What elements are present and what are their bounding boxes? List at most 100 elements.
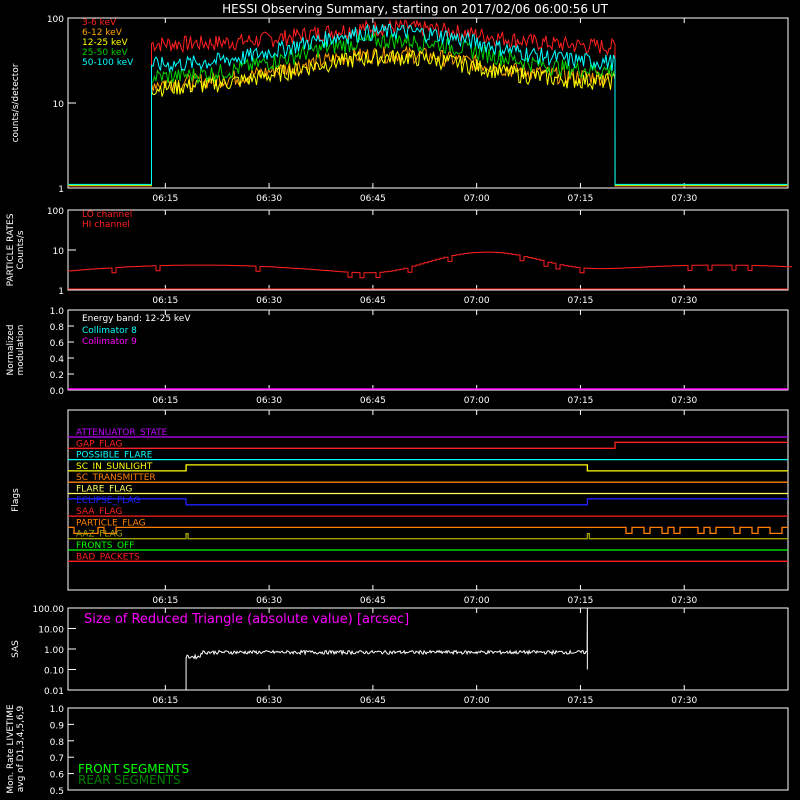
sas-series: [185, 607, 588, 690]
flag-label: FLARE_FLAG: [76, 485, 132, 495]
flag-label: SAA_FLAG: [76, 507, 122, 517]
modulation-x-tick-label: 07:30: [671, 396, 697, 406]
sas-x-tick-label: 06:45: [360, 696, 386, 706]
flag-trace: [68, 533, 788, 540]
modulation-y-tick-label: 0.8: [50, 323, 65, 333]
flag-trace: [68, 464, 788, 472]
particle-rates-x-tick-label: 06:45: [360, 296, 386, 306]
modulation-y-tick-label: 0.6: [50, 339, 65, 349]
flag-trace: [68, 526, 788, 535]
modulation-legend-entry: Collimator 9: [82, 337, 137, 347]
sas-y-tick-label: 1.00: [44, 646, 64, 656]
livetime-y-tick-label: 0.5: [50, 787, 64, 797]
modulation-x-tick-label: 06:45: [360, 396, 386, 406]
count-rate-series: [68, 31, 788, 186]
particle-rates-x-tick-label: 07:30: [671, 296, 697, 306]
count-rate-legend-entry: 6-12 keV: [82, 28, 123, 38]
particle-rates-x-tick-label: 06:30: [256, 296, 282, 306]
count-rates-x-tick-label: 07:30: [671, 194, 697, 204]
count-rates-y-axis-label: counts/s/detector: [11, 63, 21, 142]
flag-label: GAP_FLAG: [76, 439, 122, 449]
count-rate-legend-entry: 12-25 keV: [82, 38, 128, 48]
particle-rates-y-tick-label: 1: [58, 287, 64, 297]
livetime-y-tick-label: 0.9: [50, 721, 65, 731]
sas-x-tick-label: 07:15: [567, 696, 593, 706]
modulation-x-tick-label: 07:15: [567, 396, 593, 406]
modulation-y-tick-label: 0.4: [50, 355, 65, 365]
count-rates-y-tick-label: 100: [47, 15, 64, 25]
modulation-y-tick-label: 0.0: [50, 387, 65, 397]
count-rates-x-tick-label: 06:15: [152, 194, 178, 204]
particle-rates-y-axis-label: Counts/s: [16, 230, 26, 269]
flag-label: ATTENUATOR_STATE: [76, 428, 168, 438]
livetime-y-tick-label: 0.7: [50, 754, 64, 764]
sas-y-tick-label: 0.01: [44, 687, 64, 697]
flags-x-tick-label: 06:15: [152, 596, 178, 606]
count-rates-y-tick-label: 10: [53, 100, 65, 110]
flag-label: AAZ_FLAG: [76, 530, 123, 540]
modulation-legend-entry: Collimator 8: [82, 326, 137, 336]
flag-label: SC_IN_SUNLIGHT: [76, 462, 153, 472]
flag-trace: [68, 441, 788, 449]
modulation-y-axis-label: Normalized: [6, 324, 16, 375]
sas-y-axis-label: SAS: [11, 640, 21, 658]
livetime-y-axis-label: avg of D1,3,4,5,6,9: [16, 705, 26, 792]
sas-x-tick-label: 07:30: [671, 696, 697, 706]
particle-rates-x-tick-label: 07:15: [567, 296, 593, 306]
flag-trace: [68, 498, 788, 506]
particle-lo-series: [68, 251, 792, 279]
particle-rates-y-axis-label: PARTICLE RATES: [6, 213, 16, 286]
flags-x-tick-label: 06:45: [360, 596, 386, 606]
count-rate-series: [68, 49, 788, 186]
sas-x-tick-label: 06:15: [152, 696, 178, 706]
particle-rates-y-tick-label: 100: [47, 207, 64, 217]
particle-rates-y-tick-label: 10: [53, 247, 65, 257]
sas-x-tick-label: 07:00: [464, 696, 490, 706]
flags-x-tick-label: 06:30: [256, 596, 282, 606]
flag-label: FRONTS_OFF: [76, 541, 134, 551]
count-rate-legend-entry: 3-6 keV: [82, 18, 117, 28]
count-rates-x-tick-label: 06:30: [256, 194, 282, 204]
flags-x-tick-label: 07:30: [671, 596, 697, 606]
modulation-y-tick-label: 1.0: [50, 307, 65, 317]
particle-rates-x-tick-label: 07:00: [464, 296, 490, 306]
modulation-energy-band: Energy band: 12-25 keV: [82, 314, 191, 324]
count-rates-y-tick-label: 1: [58, 185, 64, 195]
flag-label: PARTICLE_FLAG: [76, 518, 146, 528]
livetime-legend-entry: FRONT SEGMENTS: [78, 762, 189, 776]
count-rate-series: [68, 45, 788, 187]
livetime-legend-entry: REAR SEGMENTS: [78, 773, 181, 787]
count-rates-x-tick-label: 07:00: [464, 194, 490, 204]
sas-annotation: Size of Reduced Triangle (absolute value…: [84, 612, 409, 627]
livetime-y-tick-label: 0.8: [50, 738, 65, 748]
livetime-y-tick-label: 0.6: [50, 771, 65, 781]
flag-label: SC_TRANSMITTER: [76, 473, 156, 483]
particle-rates-x-tick-label: 06:15: [152, 296, 178, 306]
modulation-frame: [67, 309, 789, 391]
count-rate-series: [68, 23, 788, 185]
flags-y-axis-label: Flags: [11, 488, 21, 512]
modulation-y-axis-label: modulation: [16, 325, 26, 376]
flags-x-tick-label: 07:00: [464, 596, 490, 606]
flag-label: ECLIPSE_FLAG: [76, 496, 140, 506]
count-rates-x-tick-label: 06:45: [360, 194, 386, 204]
livetime-y-tick-label: 1.0: [50, 705, 65, 715]
flag-label: POSSIBLE_FLARE: [76, 451, 153, 461]
sas-x-tick-label: 06:30: [256, 696, 282, 706]
modulation-x-tick-label: 06:30: [256, 396, 282, 406]
livetime-frame: [67, 707, 789, 791]
flags-x-tick-label: 07:15: [567, 596, 593, 606]
flags-frame: [67, 409, 789, 591]
particle-rates-frame: [67, 209, 789, 291]
particle-legend-entry: LO channel: [82, 210, 132, 220]
sas-y-tick-label: 0.10: [44, 667, 64, 677]
count-rate-legend-entry: 50-100 keV: [82, 58, 134, 68]
particle-legend-entry: HI channel: [82, 220, 130, 230]
flag-label: BAD_PACKETS: [76, 552, 140, 562]
sas-y-tick-label: 100.00: [33, 605, 65, 615]
modulation-y-tick-label: 0.2: [50, 371, 64, 381]
modulation-x-tick-label: 07:00: [464, 396, 490, 406]
figure-title: HESSI Observing Summary, starting on 201…: [222, 2, 608, 16]
modulation-x-tick-label: 06:15: [152, 396, 178, 406]
